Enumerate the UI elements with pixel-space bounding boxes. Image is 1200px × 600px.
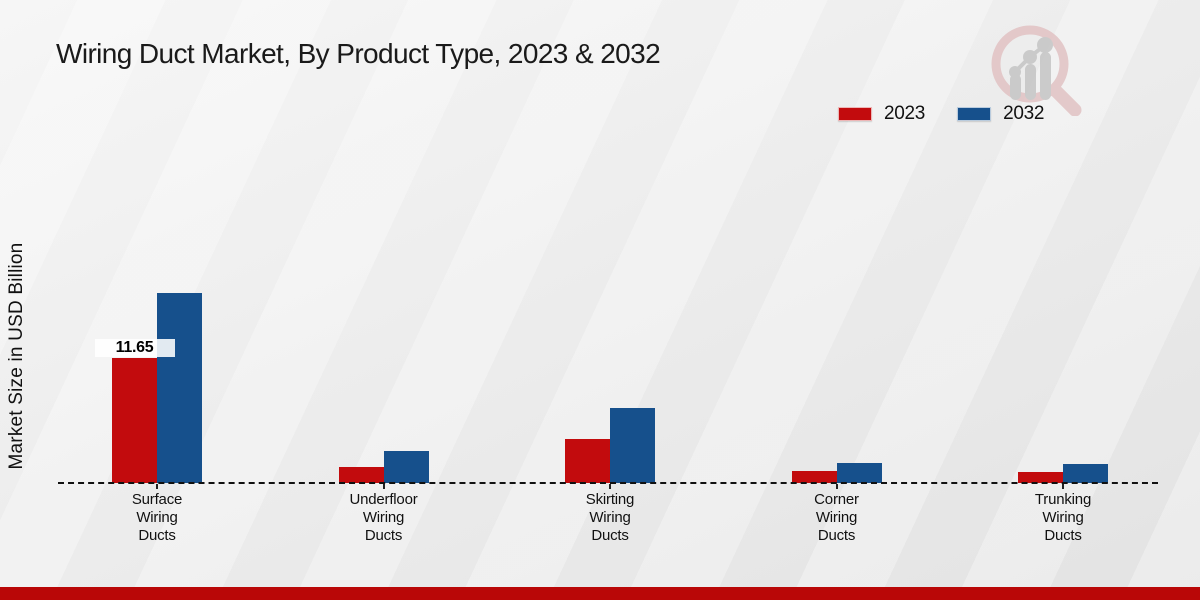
y-axis-label: Market Size in USD Billion	[6, 242, 27, 470]
bar-2032-surface-wiring-ducts	[157, 293, 202, 483]
category-label-trunking-wiring-ducts: Trunking Wiring Ducts	[1034, 491, 1092, 544]
category-label-corner-wiring-ducts: Corner Wiring Ducts	[814, 491, 859, 544]
bottom-accent-band	[0, 587, 1200, 600]
legend: 2023 2032	[838, 103, 1044, 125]
x-axis-tick-corner-wiring-ducts	[835, 484, 838, 489]
legend-item-2023: 2023	[838, 103, 925, 125]
bar-2032-underfloor-wiring-ducts	[383, 451, 429, 483]
legend-swatch-2032	[957, 107, 992, 121]
category-label-underfloor-wiring-ducts: Underfloor Wiring Ducts	[349, 491, 418, 544]
x-axis-tick-underfloor-wiring-ducts	[382, 484, 385, 489]
bar-2023-skirting-wiring-ducts	[565, 439, 610, 483]
bar-2032-skirting-wiring-ducts	[610, 408, 655, 483]
bar-2023-corner-wiring-ducts	[791, 471, 837, 483]
magnifier-chart-logo-icon	[991, 25, 1082, 116]
bar-2023-trunking-wiring-ducts	[1018, 472, 1063, 483]
chart-title: Wiring Duct Market, By Product Type, 202…	[56, 38, 661, 69]
legend-item-2032: 2032	[957, 103, 1044, 125]
legend-swatch-2023	[838, 107, 872, 121]
x-axis-tick-surface-wiring-ducts	[156, 484, 158, 489]
legend-label-2032: 2032	[1003, 103, 1045, 124]
category-label-surface-wiring-ducts: Surface Wiring Ducts	[131, 491, 183, 544]
bar-value-label: 11.65	[94, 339, 175, 357]
x-axis-baseline	[58, 482, 1158, 484]
category-label-skirting-wiring-ducts: Skirting Wiring Ducts	[585, 491, 635, 544]
bar-2023-underfloor-wiring-ducts	[338, 467, 384, 483]
x-axis-tick-skirting-wiring-ducts	[609, 484, 611, 489]
bar-2023-surface-wiring-ducts	[112, 358, 157, 483]
legend-label-2023: 2023	[884, 103, 926, 124]
bar-2032-trunking-wiring-ducts	[1063, 464, 1108, 483]
x-axis-tick-trunking-wiring-ducts	[1062, 484, 1064, 489]
bar-2032-corner-wiring-ducts	[836, 463, 882, 483]
